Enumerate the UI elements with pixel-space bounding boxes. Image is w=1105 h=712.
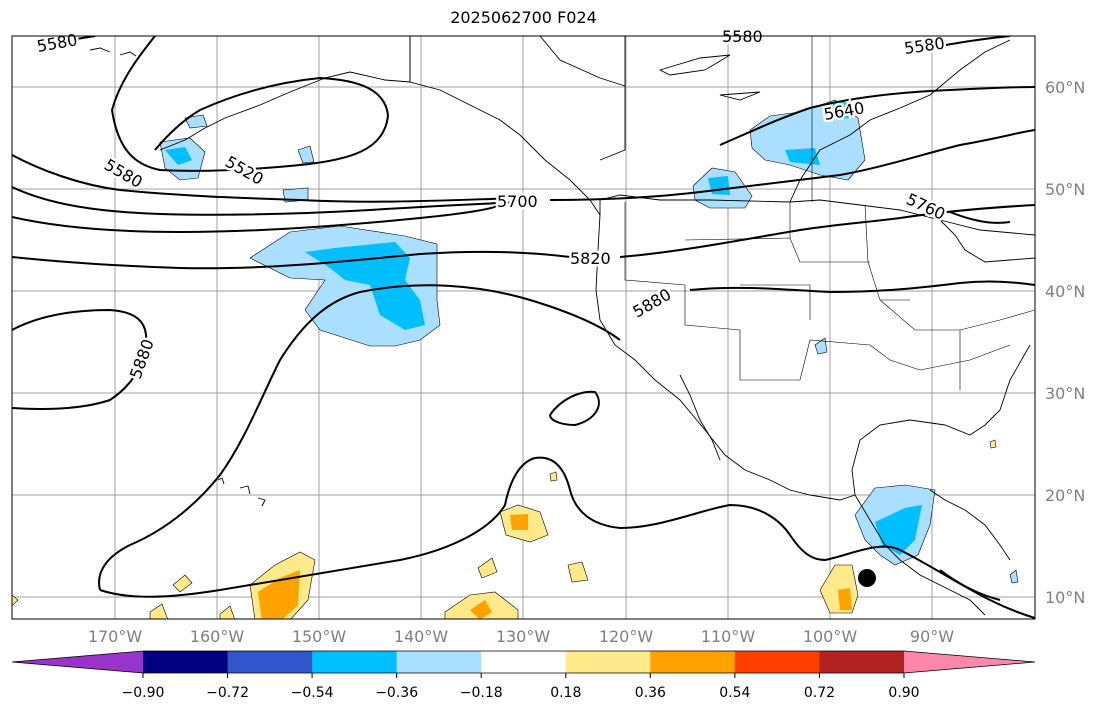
coastlines	[159, 36, 1035, 616]
lat-label: 50°N	[1045, 180, 1085, 199]
lon-label: 90°W	[910, 627, 954, 646]
colorbar-tick-label: −0.54	[291, 685, 334, 701]
colorbar-segment	[650, 651, 736, 673]
colorbar-segment	[143, 651, 229, 673]
colorbar-tick-label: 0.54	[719, 685, 750, 701]
lon-label: 120°W	[599, 627, 654, 646]
lat-label: 20°N	[1045, 486, 1085, 505]
positive-anomaly-shading	[12, 439, 997, 619]
lon-label: 170°W	[88, 627, 143, 646]
colorbar-tick-label: −0.36	[375, 685, 418, 701]
graticule	[12, 36, 1035, 619]
map-title: 2025062700 F024	[450, 8, 597, 27]
lat-label: 30°N	[1045, 384, 1085, 403]
lat-label: 40°N	[1045, 282, 1085, 301]
lon-label: 150°W	[292, 627, 347, 646]
colorbar-tick-label: −0.18	[460, 685, 503, 701]
lat-label: 10°N	[1045, 588, 1085, 607]
colorbar-segment	[312, 651, 398, 673]
colorbar-tick-label: −0.90	[122, 685, 165, 701]
contour-label: 5700	[497, 192, 538, 211]
lon-label: 130°W	[496, 627, 551, 646]
colorbar-segment	[396, 651, 482, 673]
admin-boundaries	[624, 36, 1035, 390]
latitude-labels: 60°N 50°N 40°N 30°N 20°N 10°N	[1045, 78, 1085, 607]
lon-label: 140°W	[394, 627, 449, 646]
lon-label: 110°W	[701, 627, 756, 646]
colorbar-tick-label: 0.36	[635, 685, 666, 701]
colorbar-extend-high	[904, 651, 1035, 673]
colorbar-tick-label: 0.72	[804, 685, 835, 701]
colorbar-tick-label: −0.72	[206, 685, 249, 701]
colorbar-segment	[481, 651, 567, 673]
lat-label: 60°N	[1045, 78, 1085, 97]
longitude-labels: 170°W 160°W 150°W 140°W 130°W 120°W 110°…	[88, 627, 954, 646]
colorbar-segment	[565, 651, 651, 673]
colorbar-tick-label: 0.90	[888, 685, 919, 701]
map-frame	[11, 35, 1036, 620]
height-contours	[12, 36, 1035, 619]
islands	[89, 47, 266, 507]
lon-label: 100°W	[803, 627, 858, 646]
colorbar-segment	[227, 651, 313, 673]
colorbar-ticks: −0.90 −0.72 −0.54 −0.36 −0.18 0.18 0.36 0.54 0.7…	[122, 673, 920, 701]
colorbar	[11, 650, 1036, 674]
colorbar-extend-low	[12, 651, 143, 673]
colorbar-segment	[819, 651, 905, 673]
lon-label: 160°W	[190, 627, 245, 646]
contour-label: 5820	[570, 249, 611, 268]
colorbar-segment	[734, 651, 820, 673]
colorbar-tick-label: 0.18	[550, 685, 581, 701]
storm-center-dot	[858, 569, 876, 587]
